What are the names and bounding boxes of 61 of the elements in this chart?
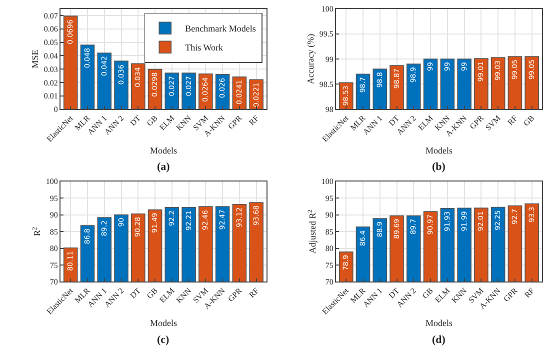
x-tick-label: DT <box>387 114 402 128</box>
y-tick-label: 0 <box>54 105 58 114</box>
y-axis-title: MSE <box>30 49 40 68</box>
y-tick-label: 75 <box>325 260 334 270</box>
y-tick-label: 0.01 <box>44 92 58 101</box>
x-tick-label: GB <box>522 114 536 128</box>
x-tick-label: GB <box>145 114 160 128</box>
y-tick-label: 98 <box>325 105 334 114</box>
x-tick-label: RF <box>522 286 536 300</box>
x-tick-label: DT <box>387 286 402 300</box>
y-tick-label: 80 <box>325 244 334 254</box>
y-tick-label: 100 <box>321 177 334 186</box>
x-tick-label: GB <box>145 286 160 300</box>
x-tick-label: GPR <box>226 113 244 132</box>
y-tick-label: 0.03 <box>44 64 58 74</box>
y-tick-label: 100 <box>46 177 58 186</box>
text: (a) <box>157 161 170 173</box>
x-tick-label: GPR <box>502 286 520 304</box>
legend-label: This Work <box>185 42 224 53</box>
bar <box>97 52 112 110</box>
y-tick-label: 0.07 <box>44 11 58 20</box>
x-tick-label: RF <box>247 286 261 300</box>
y-tick-label: 75 <box>50 260 58 270</box>
text: (b) <box>432 161 446 173</box>
y-tick-label: 80 <box>50 244 58 254</box>
y-tick-label: 0.05 <box>44 38 58 48</box>
y-tick-label: 0.04 <box>44 51 58 60</box>
y-tick-label: 85 <box>325 227 334 236</box>
x-axis-title: Models <box>150 145 178 156</box>
y-tick-label: 90 <box>50 210 58 220</box>
bar <box>80 44 95 110</box>
x-tick-label: GPR <box>468 113 486 132</box>
y-tick-label: 0.02 <box>44 78 58 88</box>
x-tick-label: RF <box>506 113 520 127</box>
x-tick-label: GB <box>420 286 435 300</box>
bar <box>114 60 128 110</box>
y-tick-label: 100 <box>321 4 334 14</box>
y-tick-label: 98.5 <box>319 80 334 89</box>
text: (c) <box>157 334 170 346</box>
bar <box>182 72 196 110</box>
y-axis-title: Accuracy (%) <box>306 34 316 84</box>
y-tick-label: 0.06 <box>44 24 58 34</box>
x-tick-label: RF <box>247 113 261 127</box>
x-tick-label: DT <box>128 286 142 300</box>
x-axis-title: Models <box>150 318 178 328</box>
y-tick-label: 90 <box>325 210 334 220</box>
legend-label: Benchmark Models <box>185 24 256 34</box>
x-tick-label: GPR <box>226 286 244 304</box>
y-tick-label: 70 <box>325 278 334 287</box>
y-tick-label: 95 <box>325 194 334 203</box>
y-tick-label: 70 <box>50 278 58 287</box>
text: (d) <box>432 334 446 346</box>
x-axis-title: Models <box>425 318 453 328</box>
x-axis-title: Models <box>425 145 453 156</box>
y-tick-label: 99.5 <box>319 30 334 39</box>
bar <box>63 16 78 110</box>
x-tick-label: DT <box>128 114 142 128</box>
y-tick-label: 85 <box>50 227 58 236</box>
bar <box>130 63 146 110</box>
y-tick-label: 95 <box>50 194 58 203</box>
y-tick-label: 99 <box>325 54 334 64</box>
